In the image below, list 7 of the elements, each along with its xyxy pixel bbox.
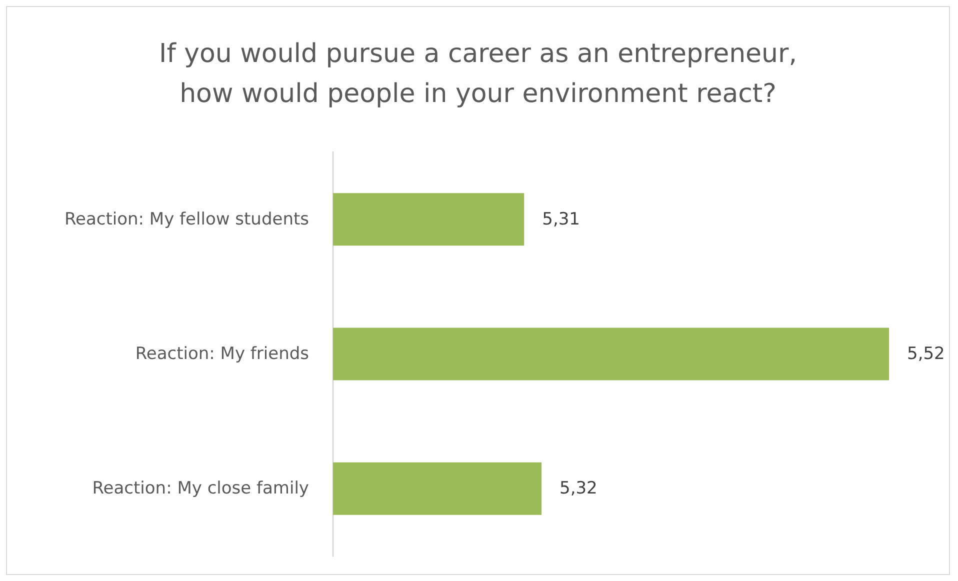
data-label: 5,52 <box>907 344 945 364</box>
chart-title: If you would pursue a career as an entrepreneur, how would people in your environment react? <box>159 39 797 109</box>
y-tick-label: Reaction: My fellow students <box>64 209 310 230</box>
y-tick-label: Reaction: My friends <box>135 344 310 364</box>
data-label: 5,31 <box>542 209 580 230</box>
y-tick-label: Reaction: My close family <box>92 478 309 499</box>
data-label: 5,32 <box>560 478 598 499</box>
